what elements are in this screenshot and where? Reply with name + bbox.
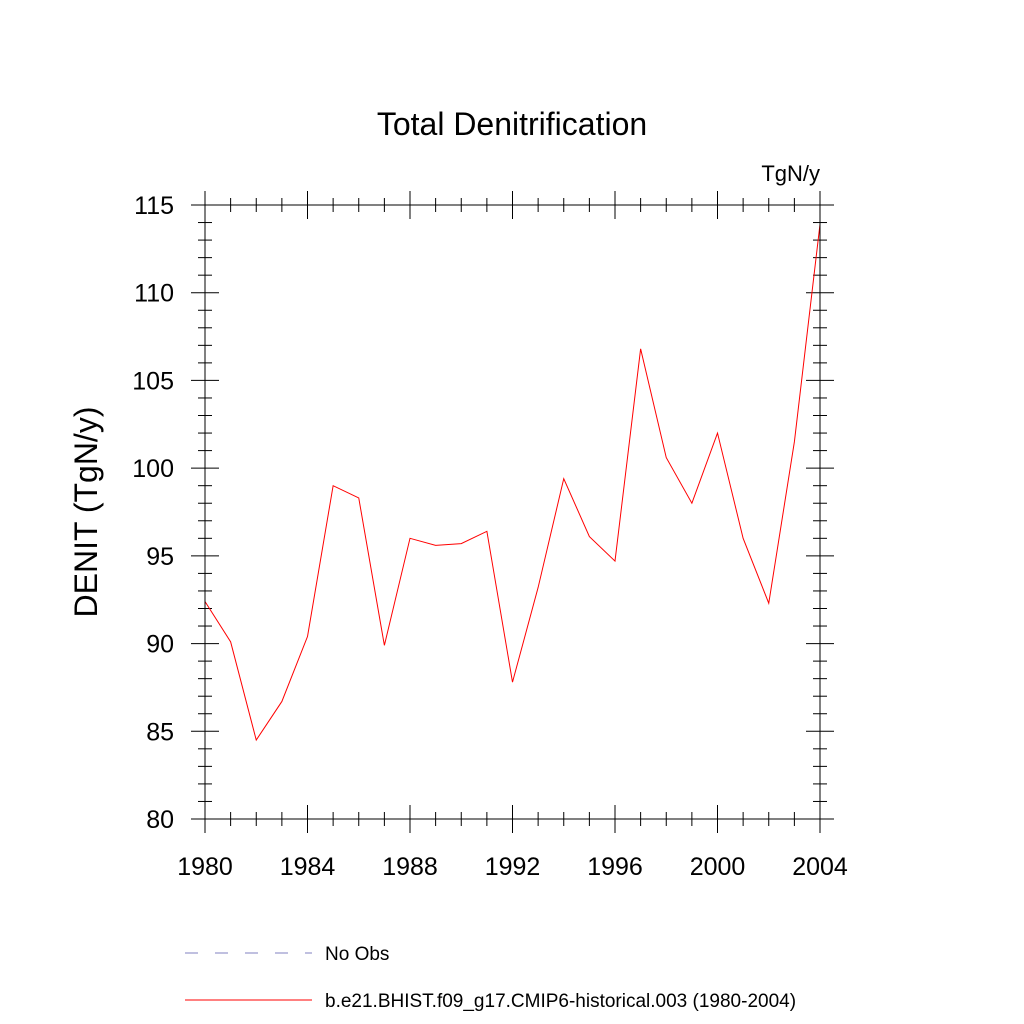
y-tick-label: 100: [132, 455, 174, 483]
x-tick-label: 1984: [280, 853, 336, 881]
chart-title: Total Denitrification: [377, 106, 647, 142]
y-tick-label: 90: [146, 631, 174, 659]
y-tick-label: 80: [146, 806, 174, 834]
y-tick-labels: 80 85 90 95 100 105 110 115: [132, 192, 174, 834]
axis-ticks: [191, 191, 834, 833]
legend-label-no-obs: No Obs: [325, 944, 389, 965]
y-axis-label: DENIT (TgN/y): [68, 407, 104, 618]
x-tick-label: 2000: [690, 853, 746, 881]
x-tick-label: 1980: [177, 853, 233, 881]
units-label: TgN/y: [761, 161, 820, 186]
plot-frame: [204, 204, 821, 820]
legend-label-historical: b.e21.BHIST.f09_g17.CMIP6-historical.003…: [325, 991, 796, 1012]
y-tick-label: 115: [134, 192, 174, 220]
x-tick-label: 1988: [382, 853, 438, 881]
legend: No Obs b.e21.BHIST.f09_g17.CMIP6-histori…: [185, 944, 796, 1012]
x-tick-label: 1992: [485, 853, 541, 881]
x-tick-label: 1996: [587, 853, 643, 881]
y-tick-label: 95: [146, 543, 174, 571]
y-tick-label: 110: [134, 280, 174, 308]
y-tick-label: 85: [146, 718, 174, 746]
x-tick-label: 2004: [792, 853, 848, 881]
x-tick-labels: 1980 1984 1988 1992 1996 2000 2004: [177, 853, 848, 881]
y-tick-label: 105: [132, 367, 174, 395]
series-line: [204, 224, 821, 742]
